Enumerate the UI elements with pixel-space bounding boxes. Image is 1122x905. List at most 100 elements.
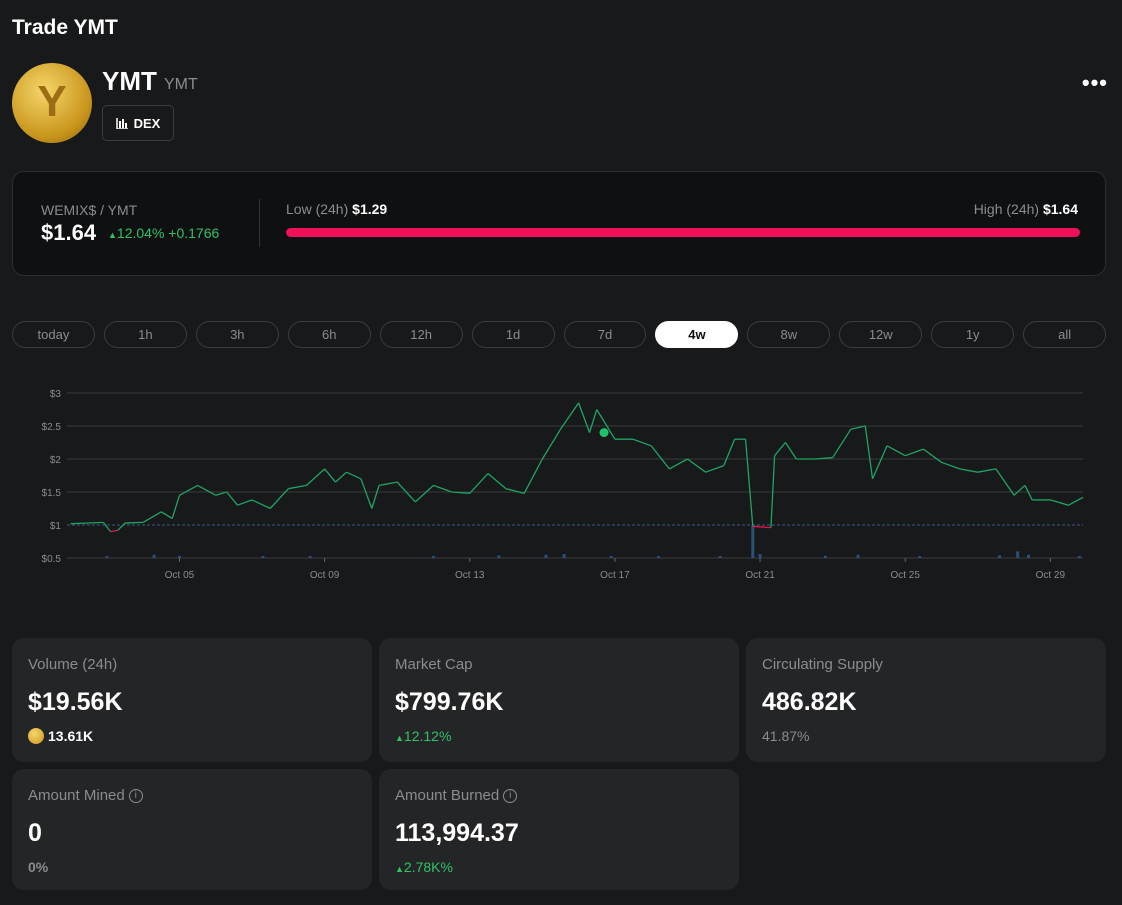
price-summary: WEMIX$ / YMT $1.64 ▲12.04% +0.1766 Low (… [12,171,1106,276]
x-tick-label: Oct 29 [1036,570,1066,581]
volume-bar [431,556,435,558]
stat-value: 0 [28,819,42,847]
stat-label: Circulating Supply [762,656,883,673]
volume-bar [1016,551,1020,558]
price-line-segment [1068,496,1084,506]
high-label: High (24h) [973,201,1040,217]
volume-bar [152,554,156,558]
price-chart: $3 $2.5 $2 $1.5 $1 $0.5 Oct 05 Oct 09 Oct 13 Oct … [42,389,1084,581]
timeframe-tabs: today 1h 3h 6h 12h 1d 7d 4w 8w 12w 1y all [12,321,1107,348]
volume-bar [656,556,660,558]
price-line-segment [904,448,924,457]
price-line-segment [1013,484,1026,496]
x-tick-label: Oct 13 [455,570,485,581]
price-line-segment [237,499,253,506]
price-line-segment [215,491,227,496]
price-line-segment [378,481,398,487]
x-tick-label: Oct 21 [745,570,775,581]
tab-4w[interactable]: 4w [655,321,739,348]
tab-today[interactable]: today [12,321,95,348]
volume-bar [823,555,827,558]
tab-12w[interactable]: 12w [839,321,923,348]
price-line-segment [226,491,239,506]
info-icon[interactable]: i [503,788,518,803]
volume-bar [544,554,548,558]
price-line-segment [541,428,562,460]
x-tick-label: Oct 09 [310,570,340,581]
price-line-segment [88,521,104,524]
price-line-segment [523,458,543,494]
price-line-segment [360,478,373,509]
y-tick-label: $1.5 [42,488,62,499]
stat-sub: 0% [28,859,49,875]
info-icon[interactable]: i [128,788,143,803]
price-line-segment [871,445,888,480]
volume-bar [562,554,566,558]
volume-bar [998,555,1002,558]
high-24h: High (24h) $1.64 [974,201,1078,217]
price-line-segment [70,522,89,525]
price-line-segment [469,473,489,494]
price-line-segment [1050,499,1069,506]
tab-1h[interactable]: 1h [103,321,187,348]
low-value: $1.29 [352,201,388,217]
price-line-segment [433,484,452,493]
token-logo: Y [12,63,92,143]
price-line-segment [1024,485,1033,501]
tab-8w[interactable]: 8w [747,321,831,348]
stat-label: Market Cap [395,656,473,673]
price-line-segment [335,471,347,483]
range-bar [286,228,1080,237]
y-tick-label: $2 [50,455,62,466]
price-line-segment [832,428,852,459]
price-line-segment [142,511,162,523]
price-line-segment [110,529,118,533]
stat-market-cap: Market Cap $799.76K ▲12.12% [379,638,739,762]
page-title: Trade YMT [12,16,118,39]
divider [259,199,260,247]
ymt-coin-icon [28,728,44,744]
x-tick-label: Oct 17 [600,570,630,581]
price-line-segment [414,484,434,503]
price-line-segment [864,425,874,479]
price-line-segment [559,402,580,430]
price-line-segment [941,461,960,470]
tab-1d[interactable]: 1d [471,321,555,348]
price-line-segment [102,521,112,533]
volume-bar [918,556,922,558]
tab-all[interactable]: all [1023,321,1107,348]
volume-bar [497,555,501,558]
volume-bar [1027,554,1031,558]
price-line-segment [774,442,786,457]
tab-12h[interactable]: 12h [379,321,463,348]
price-line-segment [269,488,289,509]
stat-sub: 2.78K% [403,859,453,875]
price-line-segment [125,521,144,524]
price-line-segment [922,448,942,463]
stat-circulating-supply: Circulating Supply 486.82K 41.87% [746,638,1106,762]
price-line-segment [886,445,906,457]
stat-label: Amount Mined [28,787,125,804]
y-tick-label: $1 [50,521,62,532]
stat-label: Amount Burned [395,787,500,804]
tab-6h[interactable]: 6h [287,321,371,348]
high-value: $1.64 [1042,201,1078,217]
token-name: YMT [102,66,157,96]
tab-7d[interactable]: 7d [563,321,647,348]
stat-volume: Volume (24h) $19.56K 13.61K [12,638,372,762]
price-line-segment [632,438,652,447]
stat-amount-burned: Amount Burned i 113,994.37 ▲2.78K% [379,769,739,890]
price-line-segment [650,445,670,470]
price-line-segment [371,485,380,509]
more-horizontal-icon[interactable]: ••• [1081,70,1108,95]
price-line-segment [995,468,1015,496]
volume-bar [718,556,722,558]
volume-bar [105,556,109,558]
tab-3h[interactable]: 3h [195,321,279,348]
price-line-segment [959,468,978,473]
price-line-segment [687,458,707,473]
price-line-segment [977,468,997,473]
dex-button[interactable]: DEX [102,105,174,141]
tab-1y[interactable]: 1y [931,321,1015,348]
volume-bar [758,554,762,558]
